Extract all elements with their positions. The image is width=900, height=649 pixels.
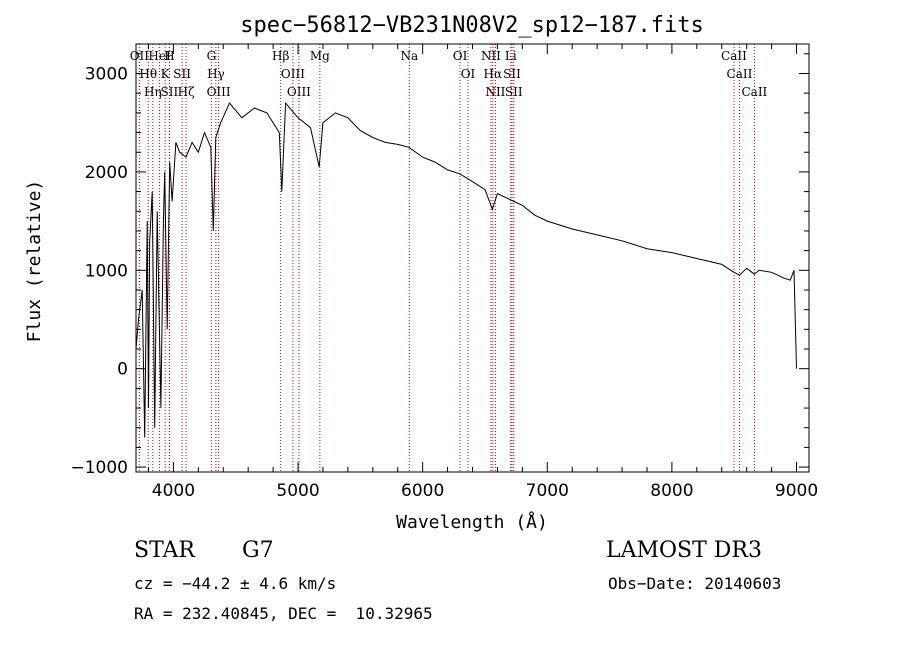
x-tick-label: 9000: [775, 481, 818, 501]
spectral-line-label: NII: [481, 49, 501, 63]
survey-name: LAMOST DR3: [606, 538, 762, 563]
coordinates: RA = 232.40845, DEC = 10.32965: [134, 604, 433, 623]
spectral-line-label: NII: [485, 85, 505, 99]
spectral-line-label: SII: [173, 67, 191, 81]
spectral-line-label: OI: [461, 67, 476, 81]
x-axis-label: Wavelength (Å): [396, 511, 548, 533]
spectral-line-label: SII: [505, 85, 523, 99]
plot-frame: [135, 43, 810, 473]
spectral-line-label: Li: [505, 49, 517, 63]
spectral-line-label: H: [164, 49, 174, 63]
spectral-line-label: SII: [503, 67, 521, 81]
spectral-line-label: Mg: [310, 49, 330, 63]
spectral-line-label: G: [207, 49, 217, 63]
spectral-line-label: Hζ: [178, 85, 195, 99]
y-tick-label: 0: [117, 360, 128, 380]
spectral-line-label: CaII: [721, 49, 747, 63]
x-tick-label: 4000: [152, 481, 195, 501]
chart-title: spec−56812−VB231N08V2_sp12−187.fits: [240, 13, 704, 38]
spectral-line-label: Hβ: [272, 49, 289, 63]
spectral-line-label: SII: [161, 85, 179, 99]
obs-date: Obs−Date: 20140603: [608, 574, 782, 593]
spectral-line-label: OI: [453, 49, 468, 63]
spectral-subclass: G7: [242, 538, 274, 563]
spectral-line-label: CaII: [741, 85, 767, 99]
object-type: STAR: [134, 538, 195, 563]
spectral-line-label: Hγ: [207, 67, 225, 81]
spectral-line-label: Hα: [484, 67, 503, 81]
x-tick-label: 5000: [276, 481, 319, 501]
spectral-line-label: CaII: [727, 67, 753, 81]
spectral-line-markers: [138, 44, 755, 472]
spectral-line-label: Na: [400, 49, 418, 63]
redshift-text: cz = −44.2 ± 4.6 km/s: [134, 574, 337, 593]
x-tick-label: 6000: [401, 481, 444, 501]
spectral-line-label: OIII: [281, 67, 305, 81]
y-tick-label: 3000: [85, 65, 128, 85]
spectral-line-label: HeI: [148, 49, 171, 63]
y-axis: −1000 0 1000 2000 3000: [70, 53, 809, 478]
spectral-line-label: Hη: [144, 85, 162, 99]
spectral-line-label: OIII: [287, 85, 311, 99]
x-tick-label: 8000: [650, 481, 693, 501]
spectral-line-label: K: [161, 67, 171, 81]
x-tick-label: 7000: [526, 481, 569, 501]
y-axis-label: Flux (relative): [24, 180, 45, 343]
spectral-line-label: OII: [130, 49, 150, 63]
spectral-line-label: Hθ: [139, 67, 157, 81]
y-tick-label: 2000: [85, 163, 128, 183]
x-axis: 4000 5000 6000 7000 8000 9000: [147, 44, 818, 501]
y-tick-label: 1000: [85, 261, 128, 281]
spectrum-line: [135, 101, 797, 438]
y-tick-label: −1000: [70, 458, 128, 478]
spectral-line-label: OIII: [207, 85, 231, 99]
